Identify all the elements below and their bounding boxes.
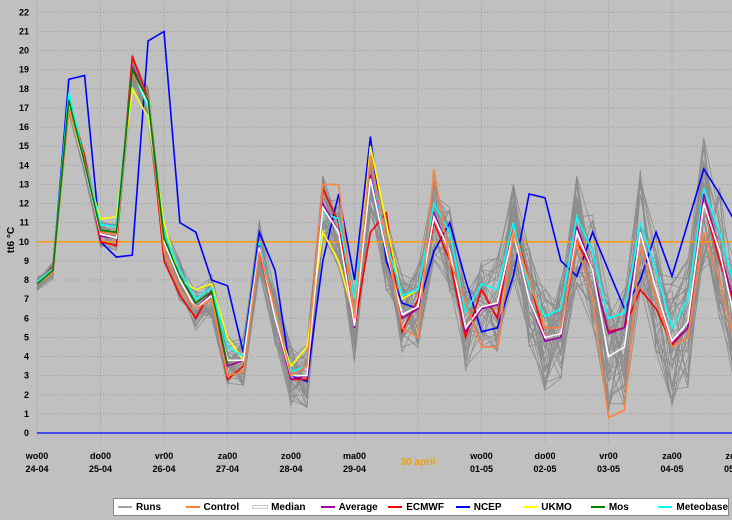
- y-tick-label-20: 20: [19, 46, 29, 56]
- y-tick-label-8: 8: [24, 275, 29, 285]
- y-tick-label-16: 16: [19, 122, 29, 132]
- x-tick-label-date-2: 26-04: [152, 464, 175, 474]
- series-line-ecmwf: [36, 56, 732, 382]
- legend-swatch: [658, 506, 673, 508]
- y-tick-label-7: 7: [24, 294, 29, 304]
- x-tick-labels: wo00 24-04 do00 25-04 vr00 26-04 za00 27-04 zo00…: [25, 451, 732, 474]
- ensemble-run-30: [36, 72, 732, 380]
- x-tick-label-date-1: 25-04: [89, 464, 112, 474]
- x-tick-label-day-6: wo00: [469, 451, 493, 461]
- y-tick-label-4: 4: [24, 352, 29, 362]
- series-line-control: [36, 71, 732, 419]
- x-tick-label-date-6: 01-05: [470, 464, 493, 474]
- series-lines: [36, 30, 732, 419]
- legend-item-mos: Mos: [587, 502, 655, 513]
- x-tick-label-date-7: 02-05: [533, 464, 556, 474]
- x-tick-label-day-2: vr00: [155, 451, 174, 461]
- x-tick-label-date-0: 24-04: [25, 464, 48, 474]
- legend-label: NCEP: [473, 501, 502, 513]
- legend-item-average: Average: [317, 502, 385, 513]
- legend-swatch: [455, 506, 470, 508]
- legend-label: Control: [203, 501, 240, 513]
- legend: Runs Control Median Average ECMWF NCEP UKMO Mos…: [113, 498, 729, 516]
- y-axis-label: tt6 °C: [6, 227, 17, 253]
- x-tick-label-day-7: do00: [534, 451, 555, 461]
- y-tick-label-15: 15: [19, 141, 29, 151]
- ensemble-run-4: [36, 77, 732, 400]
- y-tick-label-17: 17: [19, 103, 29, 113]
- legend-item-meteobase: Meteobase: [654, 502, 728, 513]
- legend-swatch: [388, 506, 403, 508]
- x-tick-label-day-0: wo00: [25, 451, 49, 461]
- legend-label: Mos: [608, 501, 629, 513]
- x-tick-label-date-10: 05-05: [724, 464, 732, 474]
- y-tick-label-6: 6: [24, 313, 29, 323]
- legend-swatch: [590, 506, 605, 508]
- y-tick-label-0: 0: [24, 428, 29, 438]
- ensemble-run-25: [36, 58, 732, 409]
- legend-swatch: [118, 506, 132, 508]
- date-annotation: 30 april: [400, 457, 435, 468]
- legend-label: UKMO: [541, 501, 572, 513]
- ensemble-run-15: [36, 81, 732, 393]
- y-tick-label-13: 13: [19, 179, 29, 189]
- y-tick-label-19: 19: [19, 65, 29, 75]
- y-tick-label-1: 1: [24, 409, 29, 419]
- legend-label: Average: [338, 501, 378, 513]
- y-tick-label-5: 5: [24, 332, 29, 342]
- x-tick-label-day-9: za00: [662, 451, 682, 461]
- series-line-meteobase: [36, 69, 732, 373]
- legend-swatch: [185, 506, 200, 508]
- ensemble-run-33: [36, 67, 732, 368]
- x-tick-label-date-9: 04-05: [660, 464, 683, 474]
- legend-item-ecmwf: ECMWF: [384, 502, 452, 513]
- x-tick-label-day-3: za00: [218, 451, 238, 461]
- ensemble-run-20: [36, 72, 732, 400]
- y-tick-label-10: 10: [19, 237, 29, 247]
- legend-item-control: Control: [182, 502, 250, 513]
- x-tick-label-day-10: zo00: [725, 451, 732, 461]
- legend-swatch: [320, 506, 335, 508]
- y-tick-label-11: 11: [19, 218, 29, 228]
- x-tick-label-date-8: 03-05: [597, 464, 620, 474]
- legend-label: Median: [271, 501, 306, 513]
- legend-label: ECMWF: [406, 501, 444, 513]
- legend-swatch: [523, 506, 538, 508]
- ensemble-run-22: [36, 58, 732, 413]
- x-tick-label-day-1: do00: [90, 451, 111, 461]
- ensemble-run-35: [36, 61, 732, 408]
- y-tick-label-2: 2: [24, 390, 29, 400]
- y-tick-label-21: 21: [19, 26, 29, 36]
- y-tick-label-18: 18: [19, 84, 29, 94]
- legend-swatch: [252, 505, 269, 509]
- legend-item-median: Median: [249, 502, 317, 513]
- x-tick-label-day-5: ma00: [343, 451, 366, 461]
- legend-label: Meteobase: [676, 501, 729, 513]
- x-tick-label-date-4: 28-04: [279, 464, 302, 474]
- x-tick-label-date-5: 29-04: [343, 464, 366, 474]
- legend-item-ncep: NCEP: [452, 502, 520, 513]
- ensemble-run-24: [36, 58, 732, 386]
- x-tick-label-date-3: 27-04: [216, 464, 239, 474]
- y-tick-label-14: 14: [19, 160, 29, 170]
- x-tick-label-day-4: zo00: [281, 451, 301, 461]
- y-tick-label-3: 3: [24, 371, 29, 381]
- y-tick-label-12: 12: [19, 199, 29, 209]
- series-line-ncep: [36, 30, 732, 383]
- legend-item-ukmo: UKMO: [519, 502, 587, 513]
- ensemble-run-23: [36, 72, 732, 382]
- y-tick-label-22: 22: [19, 7, 29, 17]
- legend-label: Runs: [136, 501, 161, 513]
- ensemble-run-27: [36, 75, 732, 404]
- y-tick-label-9: 9: [24, 256, 29, 266]
- legend-item-runs: Runs: [114, 502, 182, 513]
- x-tick-label-day-8: vr00: [599, 451, 618, 461]
- series-line-mos: [36, 66, 229, 365]
